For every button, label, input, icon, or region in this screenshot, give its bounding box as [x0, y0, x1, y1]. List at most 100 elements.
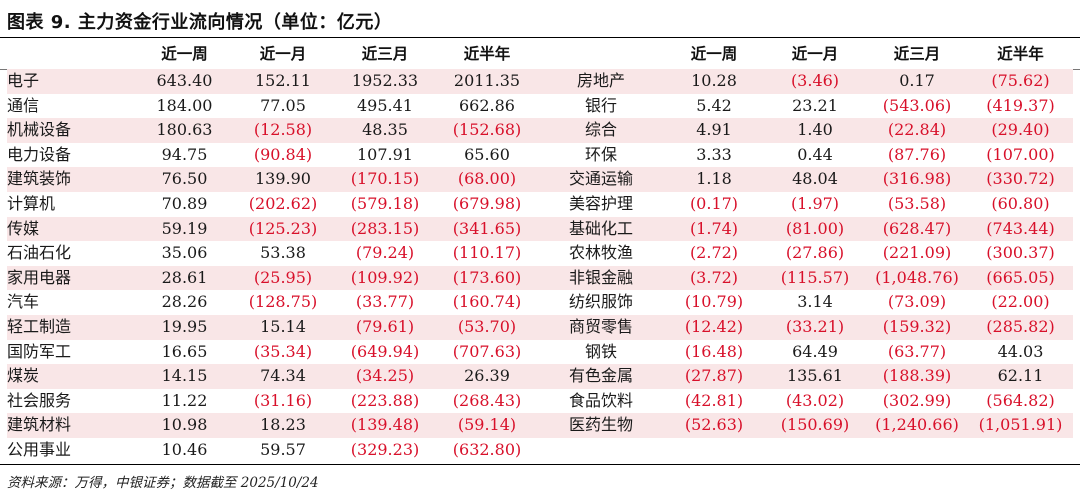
value-cell: 0.44: [797, 144, 833, 164]
value-cell: (43.02): [785, 390, 845, 410]
fund-flow-table: 近一周 近一月 近三月 近半年 近一周 近一月 近三月 近半年 电子 643.40…: [7, 40, 1073, 463]
value-cell: 135.61: [764, 364, 866, 389]
value-cell: (223.88): [350, 390, 420, 410]
value-cell: (53.70): [436, 314, 538, 340]
header-cell: 近三月: [361, 45, 409, 63]
table-row: 通信 184.00 77.05 495.41 662.86 银行 5.42 23.21 (543…: [7, 94, 1073, 119]
value-cell: (679.98): [452, 193, 522, 213]
value-cell: (16.48): [684, 341, 744, 361]
value-cell: (52.63): [664, 413, 764, 438]
value-cell: 18.23: [232, 413, 334, 438]
table-title: 图表 9. 主力资金行业流向情况（单位：亿元）: [7, 12, 393, 33]
value-cell: (283.15): [334, 216, 436, 242]
value-cell: 10.98: [137, 413, 232, 438]
value-cell: (115.57): [764, 265, 866, 291]
value-cell: (1,048.76): [866, 265, 968, 291]
value-cell: 15.14: [232, 314, 334, 340]
value-cell: 152.11: [232, 69, 334, 94]
value-cell: 662.86: [459, 95, 515, 115]
value-cell: (173.60): [436, 265, 538, 291]
value-cell: 28.26: [161, 292, 208, 312]
value-cell: (221.09): [882, 243, 952, 263]
value-cell: (2.72): [689, 243, 739, 263]
value-cell: (300.37): [986, 243, 1055, 263]
table-row: 建筑装饰 76.50 139.90 (170.15) (68.00) 交通运输 1.18 48…: [7, 167, 1073, 192]
value-cell: 10.46: [161, 439, 208, 459]
value-cell: 53.38: [260, 243, 306, 263]
table-row: 公用事业 10.46 59.57 (329.23) (632.80): [7, 438, 1073, 463]
value-cell: (3.46): [764, 69, 866, 94]
value-cell: 35.06: [161, 243, 208, 263]
industry-name: 美容护理: [568, 193, 633, 213]
value-cell: (285.82): [968, 314, 1073, 340]
header-cell: 近半年: [997, 45, 1044, 63]
industry-name: [538, 438, 664, 463]
value-cell: 180.63: [137, 118, 232, 143]
value-cell: 62.11: [968, 364, 1073, 389]
value-cell: (139.48): [334, 413, 436, 438]
industry-name: 房地产: [538, 69, 664, 94]
value-cell: 139.90: [232, 167, 334, 192]
industry-name: 钢铁: [584, 341, 617, 361]
industry-name: 计算机: [7, 193, 56, 213]
value-cell: (330.72): [968, 167, 1073, 192]
value-cell: 48.04: [764, 167, 866, 192]
value-cell: (1,051.91): [968, 413, 1073, 438]
value-cell: (12.58): [232, 118, 334, 143]
industry-name: 有色金属: [538, 364, 664, 389]
value-cell: (35.34): [253, 341, 313, 361]
value-cell: (649.94): [350, 341, 420, 361]
industry-name: 综合: [538, 118, 664, 143]
value-cell: (109.92): [334, 265, 436, 291]
industry-name: 纺织服饰: [568, 292, 633, 312]
value-cell: (29.40): [968, 118, 1073, 143]
industry-name: 传媒: [7, 216, 137, 242]
value-cell: (42.81): [684, 390, 744, 410]
industry-name: 食品饮料: [568, 390, 633, 410]
value-cell: (316.98): [866, 167, 968, 192]
value-cell: (3.72): [664, 265, 764, 291]
value-cell: (81.00): [764, 216, 866, 242]
value-cell: (68.00): [436, 167, 538, 192]
value-cell: (33.21): [764, 314, 866, 340]
value-cell: 23.21: [792, 95, 838, 115]
table-row: 轻工制造 19.95 15.14 (79.61) (53.70) 商贸零售 (12.42)(…: [7, 314, 1073, 340]
value-cell: 2011.35: [436, 69, 538, 94]
value-cell: 11.22: [161, 390, 208, 410]
value-cell: (329.23): [350, 439, 420, 459]
table-row: 汽车 28.26 (128.75) (33.77) (160.74) 纺织服饰 (10.79…: [7, 290, 1073, 315]
header-row: 近一周 近一月 近三月 近半年 近一周 近一月 近三月 近半年: [7, 40, 1073, 69]
value-cell: (268.43): [452, 390, 522, 410]
value-cell: (632.80): [452, 439, 522, 459]
value-cell: 94.75: [161, 144, 208, 164]
value-cell: 59.19: [137, 216, 232, 242]
value-cell: 107.91: [357, 144, 413, 164]
value-cell: (159.32): [866, 314, 968, 340]
value-cell: (160.74): [452, 292, 522, 312]
value-cell: (10.79): [684, 292, 744, 312]
header-cell: 近一月: [259, 45, 307, 63]
value-cell: (302.99): [882, 390, 952, 410]
table-row: 传媒 59.19 (125.23) (283.15) (341.65) 基础化工 (1.74…: [7, 216, 1073, 242]
industry-name: 国防军工: [7, 341, 72, 361]
header-cell: 近半年: [463, 45, 511, 63]
table-row: 国防军工 16.65 (35.34) (649.94) (707.63) 钢铁 (16.48…: [7, 340, 1073, 365]
table-row: 电力设备 94.75 (90.84) 107.91 65.60 环保 3.33 0.44 (87…: [7, 143, 1073, 168]
industry-name: 轻工制造: [7, 314, 137, 340]
value-cell: (25.95): [232, 265, 334, 291]
industry-name: 建筑材料: [7, 413, 137, 438]
value-cell: (743.44): [968, 216, 1073, 242]
table-row: 机械设备 180.63 (12.58) 48.35 (152.68) 综合 4.91 1.40…: [7, 118, 1073, 143]
value-cell: 0.17: [866, 69, 968, 94]
value-cell: (34.25): [334, 364, 436, 389]
table-row: 煤炭 14.15 74.34 (34.25) 26.39 有色金属 (27.87) 135.6…: [7, 364, 1073, 389]
industry-name: 非银金融: [538, 265, 664, 291]
value-cell: (0.17): [689, 193, 739, 213]
header-cell: [538, 40, 664, 69]
value-cell: (73.09): [887, 292, 947, 312]
source-note: 资料来源：万得，中银证券；数据截至 2025/10/24: [7, 475, 319, 491]
value-cell: (79.61): [334, 314, 436, 340]
top-rule: [0, 37, 1080, 38]
value-cell: 184.00: [156, 95, 213, 115]
value-cell: (60.80): [991, 193, 1050, 213]
